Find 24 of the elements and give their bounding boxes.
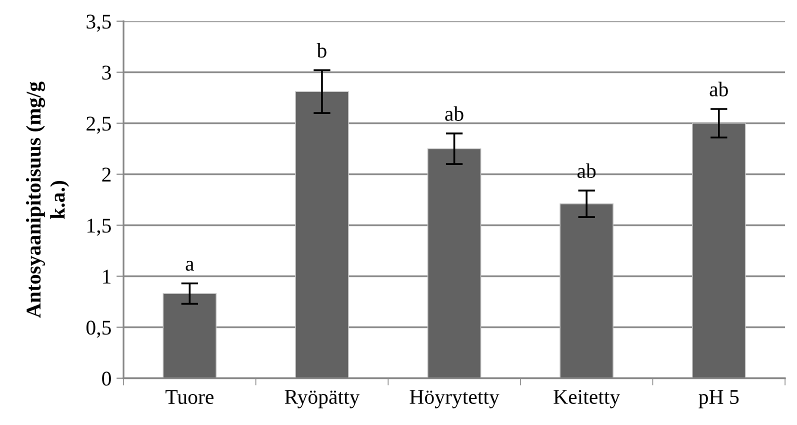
x-tick-label: pH 5 — [698, 390, 739, 408]
x-tick-label: Keitetty — [554, 390, 620, 408]
bar — [162, 293, 217, 378]
annotation: ab — [710, 82, 728, 96]
annotation: a — [186, 260, 194, 271]
y-tick-label: 0,5 — [86, 320, 111, 338]
annotation: b — [316, 42, 326, 58]
annotation: ab — [445, 106, 464, 121]
annotation: ab — [577, 163, 596, 178]
bar — [295, 91, 349, 378]
bar — [427, 148, 482, 378]
y-tick-label: 0 — [102, 372, 111, 386]
y-tick-label: 1 — [103, 270, 110, 284]
y-tick-label: 1,5 — [88, 218, 111, 236]
bar — [560, 203, 614, 378]
y-axis-title: Antosyaanipitoisuus (mg/g k.a.) — [26, 82, 70, 318]
x-tick-label: Ryöpätty — [284, 390, 360, 408]
y-tick-label: 2,5 — [86, 116, 111, 134]
y-tick-label: 2 — [102, 168, 111, 182]
x-tick-label: Tuore — [166, 390, 214, 404]
y-tick-label: 3 — [102, 66, 111, 80]
bar — [692, 122, 746, 378]
y-tick-label: 3,5 — [86, 14, 111, 32]
x-tick-label: Höyrytetty — [410, 390, 500, 408]
